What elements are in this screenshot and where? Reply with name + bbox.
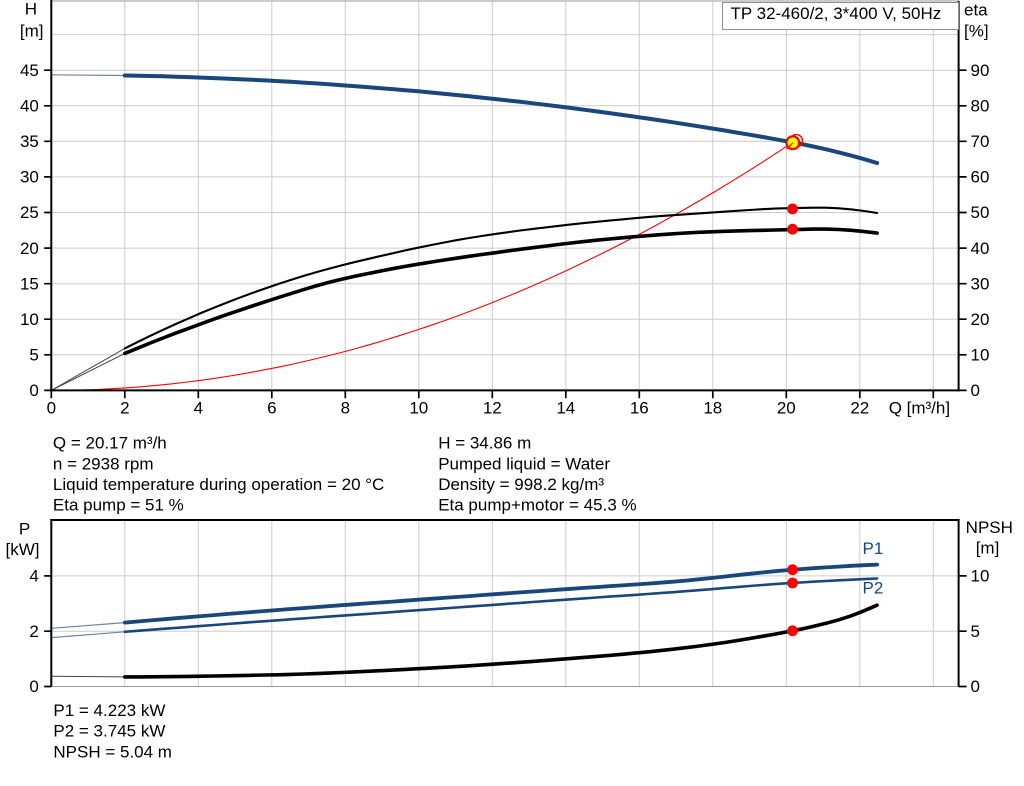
svg-text:10: 10 [20,310,39,329]
svg-text:2: 2 [120,398,129,417]
svg-text:Pumped liquid = Water: Pumped liquid = Water [438,454,610,473]
svg-text:70: 70 [971,132,990,151]
svg-text:35: 35 [20,132,39,151]
svg-text:5: 5 [971,622,980,641]
svg-text:H: H [25,0,37,19]
svg-text:0: 0 [29,381,38,400]
svg-text:[m]: [m] [20,22,44,41]
svg-text:60: 60 [971,168,990,187]
svg-text:TP 32-460/2, 3*400 V, 50Hz: TP 32-460/2, 3*400 V, 50Hz [731,4,942,23]
svg-text:30: 30 [971,274,990,293]
svg-text:90: 90 [971,61,990,80]
svg-text:Eta pump = 51 %: Eta pump = 51 % [53,496,184,515]
svg-text:0: 0 [29,677,38,696]
svg-text:22: 22 [850,398,869,417]
svg-text:H = 34.86 m: H = 34.86 m [438,434,531,453]
svg-text:0: 0 [971,381,980,400]
svg-text:P2 = 3.745 kW: P2 = 3.745 kW [53,722,165,741]
svg-text:10: 10 [409,398,428,417]
svg-text:0: 0 [971,677,980,696]
svg-text:P2: P2 [863,578,884,597]
svg-text:50: 50 [971,203,990,222]
svg-text:Q = 20.17 m³/h: Q = 20.17 m³/h [53,434,167,453]
svg-text:40: 40 [971,239,990,258]
svg-text:18: 18 [703,398,722,417]
svg-text:[%]: [%] [964,22,989,41]
svg-text:Liquid temperature during oper: Liquid temperature during operation = 20… [53,475,384,494]
svg-text:0: 0 [47,398,56,417]
svg-text:8: 8 [341,398,350,417]
svg-text:2: 2 [29,622,38,641]
svg-text:n = 2938 rpm: n = 2938 rpm [53,454,154,473]
svg-text:12: 12 [483,398,502,417]
svg-text:80: 80 [971,97,990,116]
svg-text:4: 4 [194,398,203,417]
svg-text:20: 20 [20,239,39,258]
svg-text:NPSH = 5.04 m: NPSH = 5.04 m [53,742,172,761]
svg-text:Q [m³/h]: Q [m³/h] [889,398,950,417]
svg-text:4: 4 [29,567,38,586]
svg-text:25: 25 [20,203,39,222]
svg-text:NPSH: NPSH [966,518,1013,537]
svg-text:P1: P1 [863,539,884,558]
svg-text:14: 14 [556,398,575,417]
svg-text:20: 20 [971,310,990,329]
svg-text:16: 16 [630,398,649,417]
svg-text:40: 40 [20,97,39,116]
svg-text:20: 20 [777,398,796,417]
svg-text:10: 10 [971,567,990,586]
svg-text:45: 45 [20,61,39,80]
svg-text:5: 5 [29,346,38,365]
svg-text:[kW]: [kW] [6,540,40,559]
svg-text:15: 15 [20,274,39,293]
svg-text:P1 = 4.223 kW: P1 = 4.223 kW [53,701,165,720]
svg-text:Density = 998.2 kg/m³: Density = 998.2 kg/m³ [438,475,604,494]
svg-text:30: 30 [20,168,39,187]
svg-text:Eta pump+motor = 45.3 %: Eta pump+motor = 45.3 % [438,496,636,515]
svg-text:eta: eta [964,1,988,20]
svg-text:[m]: [m] [976,539,1000,558]
svg-text:6: 6 [267,398,276,417]
svg-text:P: P [19,520,30,539]
svg-text:10: 10 [971,346,990,365]
